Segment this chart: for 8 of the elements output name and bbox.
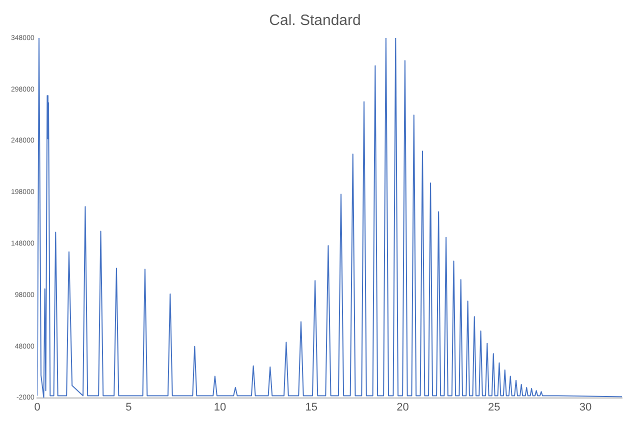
x-tick-label: 0: [34, 401, 40, 414]
x-tick-label: 5: [126, 401, 132, 414]
x-tick-label: 20: [396, 401, 409, 414]
x-tick-label: 30: [579, 401, 592, 414]
x-tick-label: 10: [214, 401, 226, 414]
x-tick-label: 25: [488, 401, 500, 414]
chart-title: Cal. Standard: [269, 12, 361, 30]
x-tick-label: 15: [305, 401, 318, 414]
